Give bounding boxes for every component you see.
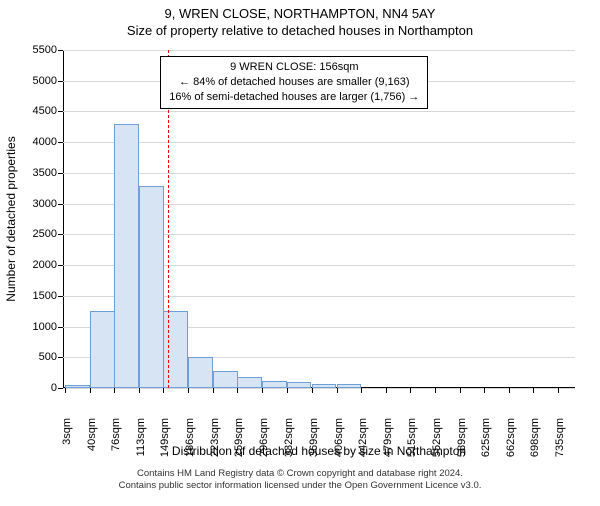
info-box-line: ← 84% of detached houses are smaller (9,… xyxy=(169,75,419,90)
x-tick-label: 589sqm xyxy=(456,418,468,468)
histogram-bar xyxy=(312,384,337,388)
x-tick-mark xyxy=(509,388,510,393)
x-tick-label: 3sqm xyxy=(61,418,73,468)
histogram-bar xyxy=(90,311,115,388)
x-tick-mark xyxy=(337,388,338,393)
x-tick-mark xyxy=(139,388,140,393)
x-tick-mark xyxy=(435,388,436,393)
y-tick-mark xyxy=(58,327,63,328)
x-tick-mark xyxy=(361,388,362,393)
x-tick-label: 698sqm xyxy=(529,418,541,468)
x-tick-label: 552sqm xyxy=(431,418,443,468)
x-tick-mark xyxy=(237,388,238,393)
histogram-bar xyxy=(237,377,262,388)
info-box-line: 9 WREN CLOSE: 156sqm xyxy=(169,60,419,75)
y-tick-mark xyxy=(58,265,63,266)
y-tick-label: 3500 xyxy=(33,167,57,179)
x-tick-mark xyxy=(163,388,164,393)
y-tick-label: 4500 xyxy=(33,105,57,117)
y-tick-mark xyxy=(58,111,63,112)
x-tick-label: 479sqm xyxy=(382,418,394,468)
x-tick-label: 40sqm xyxy=(86,418,98,468)
x-tick-mark xyxy=(460,388,461,393)
grid-line xyxy=(63,111,575,112)
x-tick-label: 625sqm xyxy=(480,418,492,468)
y-tick-label: 1000 xyxy=(33,321,57,333)
info-box-line: 16% of semi-detached houses are larger (… xyxy=(169,90,419,105)
y-tick-mark xyxy=(58,204,63,205)
plot-area: 0500100015002000250030003500400045005000… xyxy=(63,50,575,388)
chart-title-line2: Size of property relative to detached ho… xyxy=(0,23,600,38)
x-tick-label: 113sqm xyxy=(135,418,147,468)
x-tick-label: 369sqm xyxy=(308,418,320,468)
chart-title-line1: 9, WREN CLOSE, NORTHAMPTON, NN4 5AY xyxy=(0,6,600,21)
x-tick-label: 662sqm xyxy=(505,418,517,468)
histogram-bar xyxy=(139,186,164,388)
x-tick-label: 332sqm xyxy=(283,418,295,468)
y-tick-label: 2000 xyxy=(33,259,57,271)
y-tick-mark xyxy=(58,296,63,297)
x-tick-label: 515sqm xyxy=(406,418,418,468)
y-axis-label: Number of detached properties xyxy=(4,136,18,301)
info-box: 9 WREN CLOSE: 156sqm← 84% of detached ho… xyxy=(160,56,428,109)
y-tick-label: 4000 xyxy=(33,136,57,148)
x-tick-mark xyxy=(114,388,115,393)
footer-line1: Contains HM Land Registry data © Crown c… xyxy=(0,468,600,480)
grid-line xyxy=(63,142,575,143)
x-tick-label: 735sqm xyxy=(554,418,566,468)
y-tick-label: 3000 xyxy=(33,198,57,210)
histogram-bar xyxy=(114,124,139,388)
x-tick-mark xyxy=(262,388,263,393)
histogram-bar xyxy=(65,385,90,388)
x-tick-label: 442sqm xyxy=(357,418,369,468)
x-tick-mark xyxy=(90,388,91,393)
y-tick-mark xyxy=(58,142,63,143)
x-tick-mark xyxy=(558,388,559,393)
x-tick-label: 186sqm xyxy=(184,418,196,468)
x-tick-label: 76sqm xyxy=(110,418,122,468)
histogram-bar xyxy=(188,357,213,388)
y-tick-mark xyxy=(58,234,63,235)
x-tick-label: 296sqm xyxy=(258,418,270,468)
grid-line xyxy=(63,50,575,51)
y-tick-mark xyxy=(58,357,63,358)
x-tick-mark xyxy=(213,388,214,393)
y-tick-label: 0 xyxy=(51,382,57,394)
x-tick-mark xyxy=(188,388,189,393)
x-tick-mark xyxy=(312,388,313,393)
x-tick-label: 259sqm xyxy=(233,418,245,468)
x-tick-label: 223sqm xyxy=(209,418,221,468)
x-tick-label: 406sqm xyxy=(333,418,345,468)
y-tick-label: 500 xyxy=(39,351,57,363)
y-tick-mark xyxy=(58,50,63,51)
histogram-bar xyxy=(213,371,238,388)
y-tick-label: 1500 xyxy=(33,290,57,302)
x-tick-mark xyxy=(410,388,411,393)
y-tick-label: 5500 xyxy=(33,44,57,56)
grid-line xyxy=(63,173,575,174)
x-tick-mark xyxy=(484,388,485,393)
x-tick-mark xyxy=(65,388,66,393)
x-tick-mark xyxy=(533,388,534,393)
x-tick-label: 149sqm xyxy=(159,418,171,468)
x-tick-mark xyxy=(386,388,387,393)
histogram-bar xyxy=(337,384,362,388)
y-tick-label: 5000 xyxy=(33,75,57,87)
histogram-bar xyxy=(287,382,312,388)
y-tick-mark xyxy=(58,388,63,389)
x-axis-label: Distribution of detached houses by size … xyxy=(63,444,575,458)
y-axis-line xyxy=(63,50,64,388)
y-tick-mark xyxy=(58,173,63,174)
x-tick-mark xyxy=(287,388,288,393)
histogram-bar xyxy=(262,381,287,388)
footer-attribution: Contains HM Land Registry data © Crown c… xyxy=(0,468,600,493)
y-tick-label: 2500 xyxy=(33,228,57,240)
footer-line2: Contains public sector information licen… xyxy=(0,480,600,492)
y-tick-mark xyxy=(58,81,63,82)
histogram-bar xyxy=(163,311,188,388)
